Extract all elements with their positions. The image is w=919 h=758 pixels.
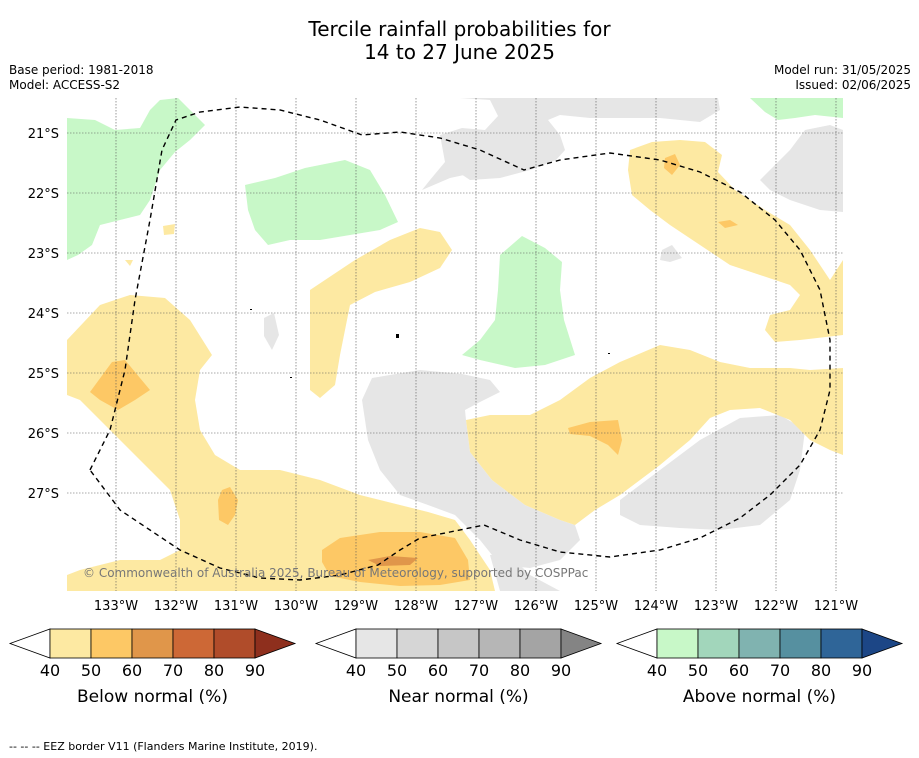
map-title: Tercile rainfall probabilities for 14 to… — [0, 18, 919, 64]
colorbar-tick-label: 40 — [40, 661, 60, 680]
colorbar-tick-label: 80 — [510, 661, 530, 680]
colorbar-tick-label: 70 — [770, 661, 790, 680]
colorbar-0: 40 50 60 70 80 90 Below normal (%) — [8, 628, 297, 707]
colorbar-segment — [697, 628, 740, 659]
colorbar-segment — [437, 628, 480, 659]
lon-label: 125°W — [574, 599, 618, 614]
colorbar-max-arrow — [861, 628, 904, 659]
below-normal-50-regions — [90, 154, 738, 586]
graticule — [67, 98, 843, 591]
below-normal-40-regions — [67, 140, 843, 591]
colorbar-segment — [396, 628, 439, 659]
colorbar-tick-label: 70 — [163, 661, 183, 680]
colorbar-segment — [213, 628, 256, 659]
colorbar-tick-label: 40 — [346, 661, 366, 680]
colorbar-tick-label: 80 — [204, 661, 224, 680]
colorbar-segment — [820, 628, 863, 659]
colorbar-segment — [355, 628, 398, 659]
colorbar-tick-label: 90 — [245, 661, 265, 680]
lon-label: 132°W — [154, 599, 198, 614]
lon-label: 121°W — [814, 599, 858, 614]
colorbar-segment — [478, 628, 521, 659]
lon-label: 133°W — [94, 599, 138, 614]
title-line-2: 14 to 27 June 2025 — [364, 40, 555, 64]
lon-label: 131°W — [214, 599, 258, 614]
colorbar-tick-label: 60 — [428, 661, 448, 680]
base-period: Base period: 1981-2018 — [9, 63, 154, 77]
colorbar-tick-label: 50 — [387, 661, 407, 680]
latitude-labels: 21°S 22°S 23°S 24°S 25°S 26°S 27°S — [28, 127, 59, 502]
eez-border — [89, 106, 831, 581]
colorbar-max-arrow — [254, 628, 297, 659]
colorbar-min-arrow — [314, 628, 357, 659]
colorbar-tick-label: 60 — [122, 661, 142, 680]
lat-label: 23°S — [28, 247, 59, 262]
lat-label: 25°S — [28, 367, 59, 382]
colorbar-min-arrow — [8, 628, 51, 659]
lat-label: 22°S — [28, 187, 59, 202]
colorbar-legends: 40 50 60 70 80 90 Below normal (%) 40 50 60 70 80 90… — [8, 628, 904, 707]
colorbar-segment — [738, 628, 781, 659]
colorbar-title: Near normal (%) — [388, 687, 528, 707]
lon-label: 127°W — [454, 599, 498, 614]
colorbar-segment — [131, 628, 174, 659]
model-name: Model: ACCESS-S2 — [9, 78, 121, 92]
title-line-1: Tercile rainfall probabilities for — [308, 17, 611, 41]
colorbar-1: 40 50 60 70 80 90 Near normal (%) — [314, 628, 603, 707]
colorbar-tick-label: 50 — [688, 661, 708, 680]
meta-left: Base period: 1981-2018 Model: ACCESS-S2 — [9, 63, 154, 93]
colorbar-2: 40 50 60 70 80 90 Above normal (%) — [615, 628, 904, 707]
colorbar-segment — [90, 628, 133, 659]
colorbar-max-arrow — [560, 628, 603, 659]
lat-label: 26°S — [28, 427, 59, 442]
lon-label: 129°W — [334, 599, 378, 614]
lon-label: 130°W — [274, 599, 318, 614]
colorbar-segment — [656, 628, 699, 659]
lat-label: 27°S — [28, 487, 59, 502]
colorbar-tick-label: 70 — [469, 661, 489, 680]
colorbar-tick-label: 40 — [647, 661, 667, 680]
colorbar-title: Above normal (%) — [683, 687, 836, 707]
lon-label: 123°W — [694, 599, 738, 614]
colorbar-title: Below normal (%) — [77, 687, 228, 707]
colorbar-segment — [49, 628, 92, 659]
lon-label: 128°W — [394, 599, 438, 614]
lon-label: 124°W — [634, 599, 678, 614]
colorbar-tick-label: 50 — [81, 661, 101, 680]
colorbar-tick-label: 80 — [811, 661, 831, 680]
colorbar-segment — [172, 628, 215, 659]
issued-date: Issued: 02/06/2025 — [795, 78, 911, 92]
colorbar-segment — [519, 628, 562, 659]
lon-label: 126°W — [514, 599, 558, 614]
islands — [250, 309, 610, 378]
lon-label: 122°W — [754, 599, 798, 614]
lat-label: 21°S — [28, 127, 59, 142]
colorbar-min-arrow — [615, 628, 658, 659]
meta-right: Model run: 31/05/2025 Issued: 02/06/2025 — [774, 63, 911, 93]
colorbar-segment — [779, 628, 822, 659]
above-normal-40-regions — [67, 98, 843, 368]
map-area: © Commonwealth of Australia 2025, Bureau… — [67, 98, 843, 591]
footnote: -- -- -- EEZ border V11 (Flanders Marine… — [9, 740, 317, 753]
model-run: Model run: 31/05/2025 — [773, 63, 911, 77]
colorbar-tick-label: 90 — [852, 661, 872, 680]
near-normal-regions — [264, 98, 843, 591]
lat-label: 24°S — [28, 307, 59, 322]
colorbar-tick-label: 60 — [729, 661, 749, 680]
copyright-text: © Commonwealth of Australia 2025, Bureau… — [83, 566, 588, 580]
colorbar-tick-label: 90 — [551, 661, 571, 680]
longitude-labels: 133°W 132°W 131°W 130°W 129°W 128°W 127°… — [94, 599, 858, 614]
